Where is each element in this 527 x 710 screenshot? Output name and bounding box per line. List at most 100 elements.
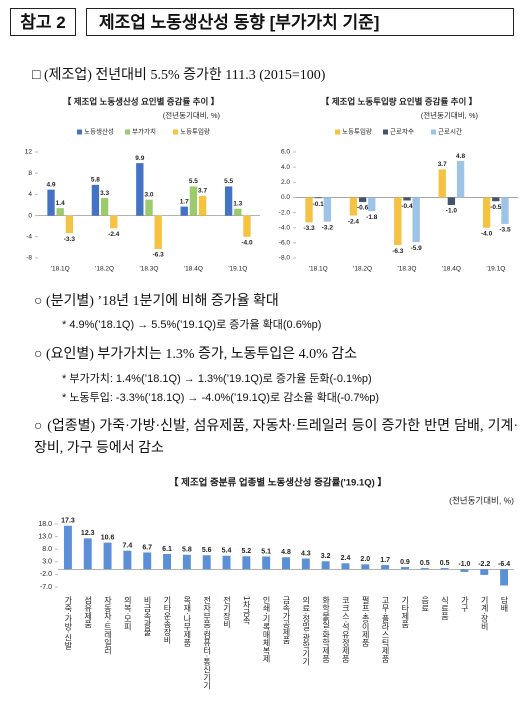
value-label: 3.3: [100, 190, 109, 197]
bar: [198, 195, 207, 216]
value-label: -1.0: [446, 208, 458, 215]
bar: [349, 197, 358, 216]
value-label: 12.3: [81, 530, 95, 537]
x-tick-label: 의복·모피: [123, 595, 132, 632]
value-label: -2.2: [478, 561, 490, 568]
legend-swatch: [383, 129, 388, 135]
x-tick-label: 코크스·석유정제품: [341, 596, 350, 663]
value-label: -0.6: [357, 205, 369, 212]
value-label: -4.0: [241, 240, 253, 247]
x-tick-label: 기타운송장비: [163, 596, 172, 645]
value-label: 5.6: [202, 547, 212, 554]
x-tick-label: '19.1Q: [228, 266, 247, 273]
bar: [145, 199, 153, 216]
bar: [180, 206, 188, 216]
bar: [143, 552, 152, 570]
value-label: -0.4: [401, 203, 413, 210]
bar: [358, 197, 367, 202]
y-tick-label: 0.0: [281, 194, 290, 201]
legend-label: 근로자수: [390, 127, 414, 136]
x-tick-label: 자동차·트레일러: [103, 596, 112, 656]
section-note: * 4.9%(’18.1Q) → 5.5%(’19.1Q)로 증가율 확대(0.…: [62, 319, 322, 331]
x-tick-label: '18.2Q: [95, 266, 114, 273]
y-tick-label: 18.0: [38, 521, 52, 528]
y-tick-label: -8: [26, 255, 32, 262]
x-tick-label: '19.1Q: [486, 266, 505, 273]
value-label: 1.7: [380, 557, 390, 564]
value-label: 5.4: [222, 548, 232, 555]
y-tick-label: -4.0: [279, 224, 291, 231]
value-label: 6.7: [142, 544, 152, 551]
bar: [321, 561, 330, 570]
value-label: -3.3: [303, 225, 315, 232]
bar: [403, 197, 411, 201]
bar: [456, 161, 465, 198]
bar: [394, 197, 402, 246]
value-label: -6.3: [153, 252, 165, 259]
value-label: 4.8: [456, 153, 465, 160]
value-label: 5.8: [91, 177, 100, 184]
y-tick-label: -7.0: [40, 584, 52, 591]
legend-swatch: [173, 129, 178, 135]
value-label: -0.5: [490, 204, 502, 211]
unit-label: (전년동기대비, %): [163, 110, 221, 120]
x-tick-label: 1차금속: [242, 596, 251, 625]
bar: [447, 197, 456, 205]
bar: [412, 197, 420, 243]
summary: □ (제조업) 전년대비 5.5% 증가한 111.3 (2015=100): [32, 68, 326, 83]
bar: [305, 197, 313, 223]
legend-swatch: [125, 129, 130, 135]
bar: [182, 554, 191, 570]
bar: [63, 525, 72, 570]
bar: [91, 184, 100, 216]
x-tick-label: '18.4Q: [442, 266, 461, 273]
value-label: 6.1: [162, 546, 172, 553]
chart-title: 【 제조업 노동생산성 요인별 증감률 추이 】: [63, 96, 219, 106]
value-label: -1.0: [458, 561, 470, 568]
value-label: -3.2: [322, 224, 334, 231]
bar: [480, 569, 489, 575]
bar: [400, 567, 409, 570]
bar: [368, 197, 376, 212]
chart-title: 【 제조업 노동투입량 요인별 증감률 추이 】: [321, 96, 477, 106]
section-title: ○ (업종별) 가죽·가방·신발, 섬유제품, 자동차·트레일러 등이 증가한 …: [34, 419, 518, 456]
y-tick-label: -4: [26, 234, 32, 241]
x-tick-label: 전기장비: [222, 595, 231, 629]
x-tick-label: '18.1Q: [51, 266, 70, 273]
unit-label: (전년동기대비, %): [449, 495, 514, 505]
x-tick-label: '18.4Q: [184, 266, 203, 273]
bar: [262, 556, 271, 570]
value-label: 7.4: [123, 543, 133, 550]
y-tick-label: 12: [25, 149, 33, 156]
value-label: -3.5: [499, 227, 511, 234]
x-tick-label: 담배: [500, 595, 509, 613]
x-tick-label: 펄프·종이제품: [361, 595, 370, 647]
bar: [242, 556, 251, 570]
section-title: ○ (분기별) ’18년 1분기에 비해 증가율 확대: [34, 294, 279, 309]
legend-swatch: [335, 129, 340, 135]
chart: 【 제조업 중분류 업종별 노동생산성 증감률('19.1Q) 】 (전년동기대비…: [38, 477, 514, 691]
bar: [501, 197, 509, 224]
x-tick-label: 가구: [460, 596, 469, 613]
bar: [222, 555, 231, 570]
x-tick-label: 고무·플라스틱제품: [381, 596, 390, 663]
bar: [100, 198, 109, 216]
y-tick-label: 13.0: [38, 533, 52, 540]
y-tick-label: 4: [28, 191, 32, 198]
bar: [243, 215, 251, 237]
value-label: 4.3: [301, 550, 311, 557]
legend-label: 노동투입량: [180, 128, 210, 136]
value-label: 3.7: [438, 161, 447, 168]
y-tick-label: 8.0: [42, 546, 52, 553]
x-tick-label: 식료품: [440, 596, 449, 620]
bar: [136, 163, 144, 216]
bar: [440, 568, 449, 570]
value-label: -2.4: [348, 218, 360, 225]
x-tick-label: 인쇄·기록매체복제: [262, 595, 271, 664]
value-label: 1.3: [233, 200, 242, 207]
value-label: -2.4: [108, 231, 120, 238]
legend-swatch: [77, 129, 82, 135]
y-tick-label: -2.0: [40, 571, 52, 578]
value-label: 0.5: [420, 560, 430, 567]
bar: [65, 215, 74, 234]
